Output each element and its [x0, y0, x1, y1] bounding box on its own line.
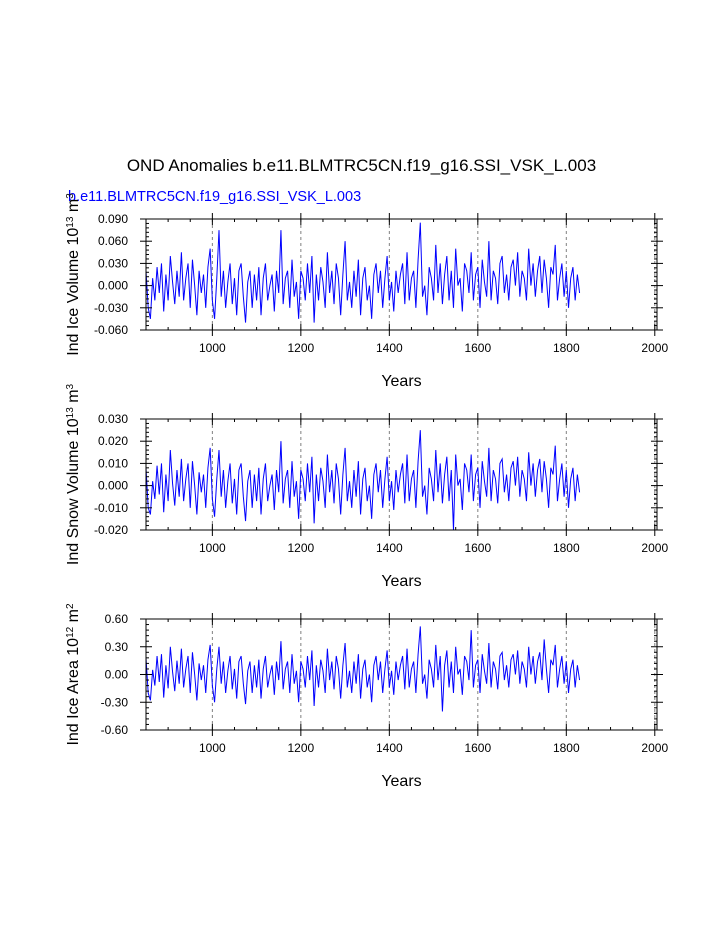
y-tick-label: 0.020 — [98, 434, 128, 448]
x-tick-label: 2000 — [641, 741, 668, 755]
y-tick-label: 0.060 — [98, 234, 128, 248]
x-tick-label: 1600 — [464, 341, 491, 355]
y-axis-title: Ind Ice Volume 1013 m3 — [65, 193, 83, 356]
plot-frame — [145, 418, 658, 531]
y-tick-label: 0.030 — [98, 412, 128, 426]
y-tick-label: -0.030 — [94, 301, 128, 315]
y-tick-label: 0.30 — [105, 640, 129, 654]
chart-panel-3: 1000 1200 1400 1600 1800 2000 -0.60 -0.30 0.00 0.… — [65, 603, 669, 790]
y-tick-label: -0.60 — [101, 723, 129, 737]
x-tick-label: 1000 — [199, 341, 226, 355]
series-line — [145, 430, 581, 531]
y-axis-title-main: Ind Ice Area 10 — [65, 638, 82, 746]
y-tick-label: -0.010 — [94, 501, 128, 515]
y-axis-title-exp: 12 — [65, 626, 76, 638]
y-axis-title-main: Ind Ice Volume 10 — [65, 228, 82, 356]
y-axis-title: Ind Snow Volume 1013 m3 — [65, 383, 83, 565]
y-axis-title-unit: m — [65, 389, 82, 407]
y-axis-title-main: Ind Snow Volume 10 — [65, 418, 82, 565]
x-tick-label: 2000 — [641, 341, 668, 355]
x-tick-label: 1000 — [199, 741, 226, 755]
x-axis-title: Years — [381, 773, 421, 790]
y-tick-label: 0.010 — [98, 456, 128, 470]
y-axis-title-unit: m — [65, 609, 82, 627]
x-tick-label: 1200 — [287, 741, 314, 755]
y-tick-label: 0.090 — [98, 212, 128, 226]
y-tick-label: 0.60 — [105, 612, 129, 626]
y-tick-label: 0.030 — [98, 256, 128, 270]
page-title: OND Anomalies b.e11.BLMTRC5CN.f19_g16.SS… — [126, 156, 597, 175]
y-tick-label: -0.060 — [94, 323, 128, 337]
x-tick-label: 1200 — [287, 541, 314, 555]
y-axis-title: Ind Ice Area 1012 m2 — [65, 603, 83, 746]
y-tick-label: -0.020 — [94, 523, 128, 537]
x-tick-label: 1400 — [376, 541, 403, 555]
chart-panel-1: 1000 1200 1400 1600 1800 2000 -0.060 -0.030 0.00… — [65, 193, 669, 390]
x-tick-label: 1000 — [199, 541, 226, 555]
x-tick-label: 1400 — [376, 341, 403, 355]
plot-frame — [145, 218, 658, 331]
y-axis-title-unit-exp: 3 — [65, 383, 76, 389]
y-tick-label: 0.000 — [98, 479, 128, 493]
case-label: b.e11.BLMTRC5CN.f19_g16.SSI_VSK_L.003 — [68, 189, 362, 205]
x-tick-label: 1600 — [464, 541, 491, 555]
y-tick-label: -0.30 — [101, 695, 129, 709]
series-line — [145, 222, 581, 323]
y-tick-label: 0.00 — [105, 668, 129, 682]
x-tick-label: 1600 — [464, 741, 491, 755]
y-axis-title-unit-exp: 3 — [65, 193, 76, 199]
x-tick-label: 1400 — [376, 741, 403, 755]
x-tick-label: 1200 — [287, 341, 314, 355]
series-line — [145, 626, 581, 712]
y-tick-label: 0.000 — [98, 279, 128, 293]
x-axis-title: Years — [381, 373, 421, 390]
y-axis-title-unit-exp: 2 — [65, 603, 76, 609]
x-tick-label: 1800 — [553, 541, 580, 555]
y-axis-title-unit: m — [65, 199, 82, 217]
chart-panel-2: 1000 1200 1400 1600 1800 2000 -0.020 -0.010 0.00… — [65, 383, 669, 590]
x-axis-title: Years — [381, 573, 421, 590]
plot-frame — [145, 618, 658, 731]
x-tick-label: 2000 — [641, 541, 668, 555]
x-tick-label: 1800 — [553, 741, 580, 755]
y-axis-title-exp: 13 — [65, 407, 76, 419]
y-axis-title-exp: 13 — [65, 216, 76, 228]
x-tick-label: 1800 — [553, 341, 580, 355]
